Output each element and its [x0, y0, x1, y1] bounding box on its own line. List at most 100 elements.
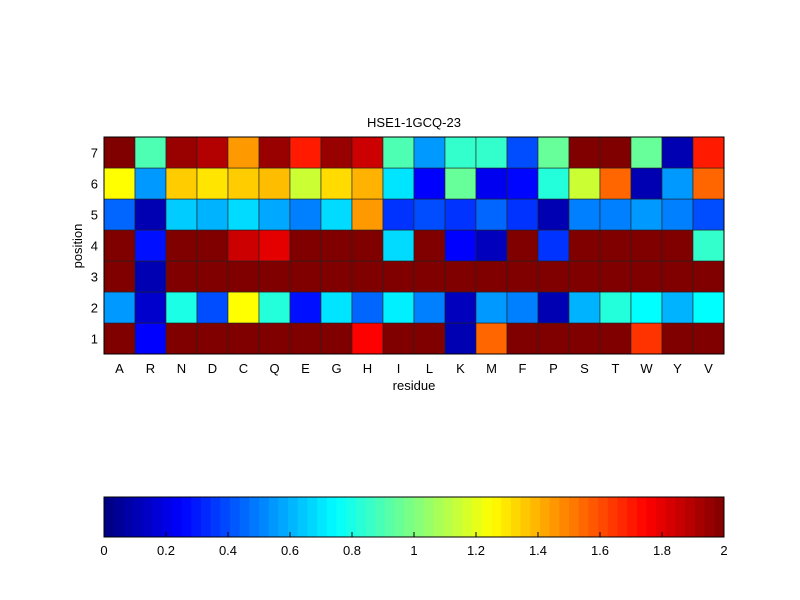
- heatmap-cell: [506, 167, 539, 200]
- colorbar-segment: [714, 497, 725, 537]
- colorbar-tick-label: 1.2: [467, 543, 485, 558]
- heatmap-cell: [413, 198, 446, 231]
- colorbar-tick-label: 0.2: [157, 543, 175, 558]
- heatmap-cell: [320, 260, 353, 293]
- heatmap-cell: [196, 167, 229, 200]
- heatmap-cell: [289, 198, 322, 231]
- colorbar-segment: [520, 497, 531, 537]
- heatmap-cell: [258, 167, 291, 200]
- colorbar-segment: [278, 497, 289, 537]
- heatmap-cell: [413, 291, 446, 324]
- colorbar-segment: [113, 497, 124, 537]
- colorbar-tick-label: 0: [100, 543, 107, 558]
- y-axis-label: position: [70, 224, 85, 269]
- x-tick-label: K: [456, 361, 465, 376]
- heatmap-cell: [103, 260, 136, 293]
- heatmap-cell: [227, 322, 260, 355]
- colorbar-segment: [336, 497, 347, 537]
- heatmap-cell: [165, 167, 198, 200]
- colorbar-tick-label: 1.6: [591, 543, 609, 558]
- heatmap-cell: [351, 322, 384, 355]
- colorbar-segment: [346, 497, 357, 537]
- x-tick-label: E: [301, 361, 310, 376]
- heatmap-cell: [599, 291, 632, 324]
- heatmap-cell: [568, 229, 601, 262]
- heatmap-cell: [537, 198, 570, 231]
- colorbar-segment: [627, 497, 638, 537]
- y-tick-labels: 1 2 3 4 5 6 7: [91, 146, 98, 347]
- x-tick-label: G: [331, 361, 341, 376]
- colorbar-segment: [443, 497, 454, 537]
- heatmap-cell: [568, 198, 601, 231]
- x-tick-label: Y: [673, 361, 682, 376]
- heatmap-cell: [599, 198, 632, 231]
- heatmap-cell: [475, 167, 508, 200]
- colorbar-segment: [549, 497, 560, 537]
- heatmap-cell: [506, 198, 539, 231]
- colorbar-segment: [210, 497, 221, 537]
- heatmap-cell: [537, 229, 570, 262]
- heatmap-cell: [599, 260, 632, 293]
- x-tick-label: D: [208, 361, 217, 376]
- heatmap-cell: [103, 136, 136, 169]
- heatmap-cell: [537, 167, 570, 200]
- heatmap-cell: [475, 291, 508, 324]
- x-tick-label: V: [704, 361, 713, 376]
- x-tick-label: M: [486, 361, 497, 376]
- heatmap-cell: [568, 167, 601, 200]
- colorbar-segment: [162, 497, 173, 537]
- heatmap-cell: [196, 229, 229, 262]
- heatmap-cell: [661, 291, 694, 324]
- heatmap-cell: [289, 322, 322, 355]
- colorbar-segment: [268, 497, 279, 537]
- heatmap-cell: [351, 136, 384, 169]
- heatmap-cell: [630, 198, 663, 231]
- y-tick-label: 2: [91, 301, 98, 316]
- heatmap-cell: [103, 291, 136, 324]
- heatmap-cell: [599, 229, 632, 262]
- colorbar-segment: [191, 497, 202, 537]
- heatmap-cell: [413, 260, 446, 293]
- heatmap-cell: [320, 198, 353, 231]
- colorbar-segment: [307, 497, 318, 537]
- x-tick-label: Q: [269, 361, 279, 376]
- heatmap-cell: [227, 198, 260, 231]
- heatmap-cell: [692, 229, 725, 262]
- colorbar-segment: [326, 497, 337, 537]
- heatmap-cell: [134, 260, 167, 293]
- colorbar-tick-label: 2: [720, 543, 727, 558]
- colorbar-segment: [617, 497, 628, 537]
- colorbar-segment: [220, 497, 231, 537]
- heatmap-cell: [475, 229, 508, 262]
- colorbar-segment: [414, 497, 425, 537]
- x-tick-label: A: [115, 361, 124, 376]
- heatmap-cell: [227, 136, 260, 169]
- heatmap-cell: [258, 136, 291, 169]
- colorbar-tick-label: 1: [410, 543, 417, 558]
- heatmap-cell: [165, 322, 198, 355]
- colorbar-tick-label: 0.4: [219, 543, 237, 558]
- colorbar-segment: [288, 497, 299, 537]
- x-tick-label: C: [239, 361, 248, 376]
- colorbar-segment: [665, 497, 677, 537]
- colorbar-segment: [636, 497, 647, 537]
- heatmap-cell: [475, 322, 508, 355]
- colorbar-segment: [433, 497, 444, 537]
- heatmap-cell: [289, 260, 322, 293]
- heatmap-cell: [382, 136, 415, 169]
- colorbar-segment: [200, 497, 212, 537]
- y-tick-label: 3: [91, 270, 98, 285]
- colorbar-segment: [704, 497, 715, 537]
- heatmap-cell: [444, 291, 477, 324]
- heatmap-cell: [444, 229, 477, 262]
- colorbar-segment: [559, 497, 570, 537]
- x-tick-label: H: [363, 361, 372, 376]
- y-tick-label: 5: [91, 208, 98, 223]
- heatmap-cell: [351, 198, 384, 231]
- colorbar-segment: [249, 497, 260, 537]
- colorbar-segment: [569, 497, 580, 537]
- heatmap-cell: [134, 291, 167, 324]
- heatmap-cell: [103, 167, 136, 200]
- colorbar-segment: [317, 497, 328, 537]
